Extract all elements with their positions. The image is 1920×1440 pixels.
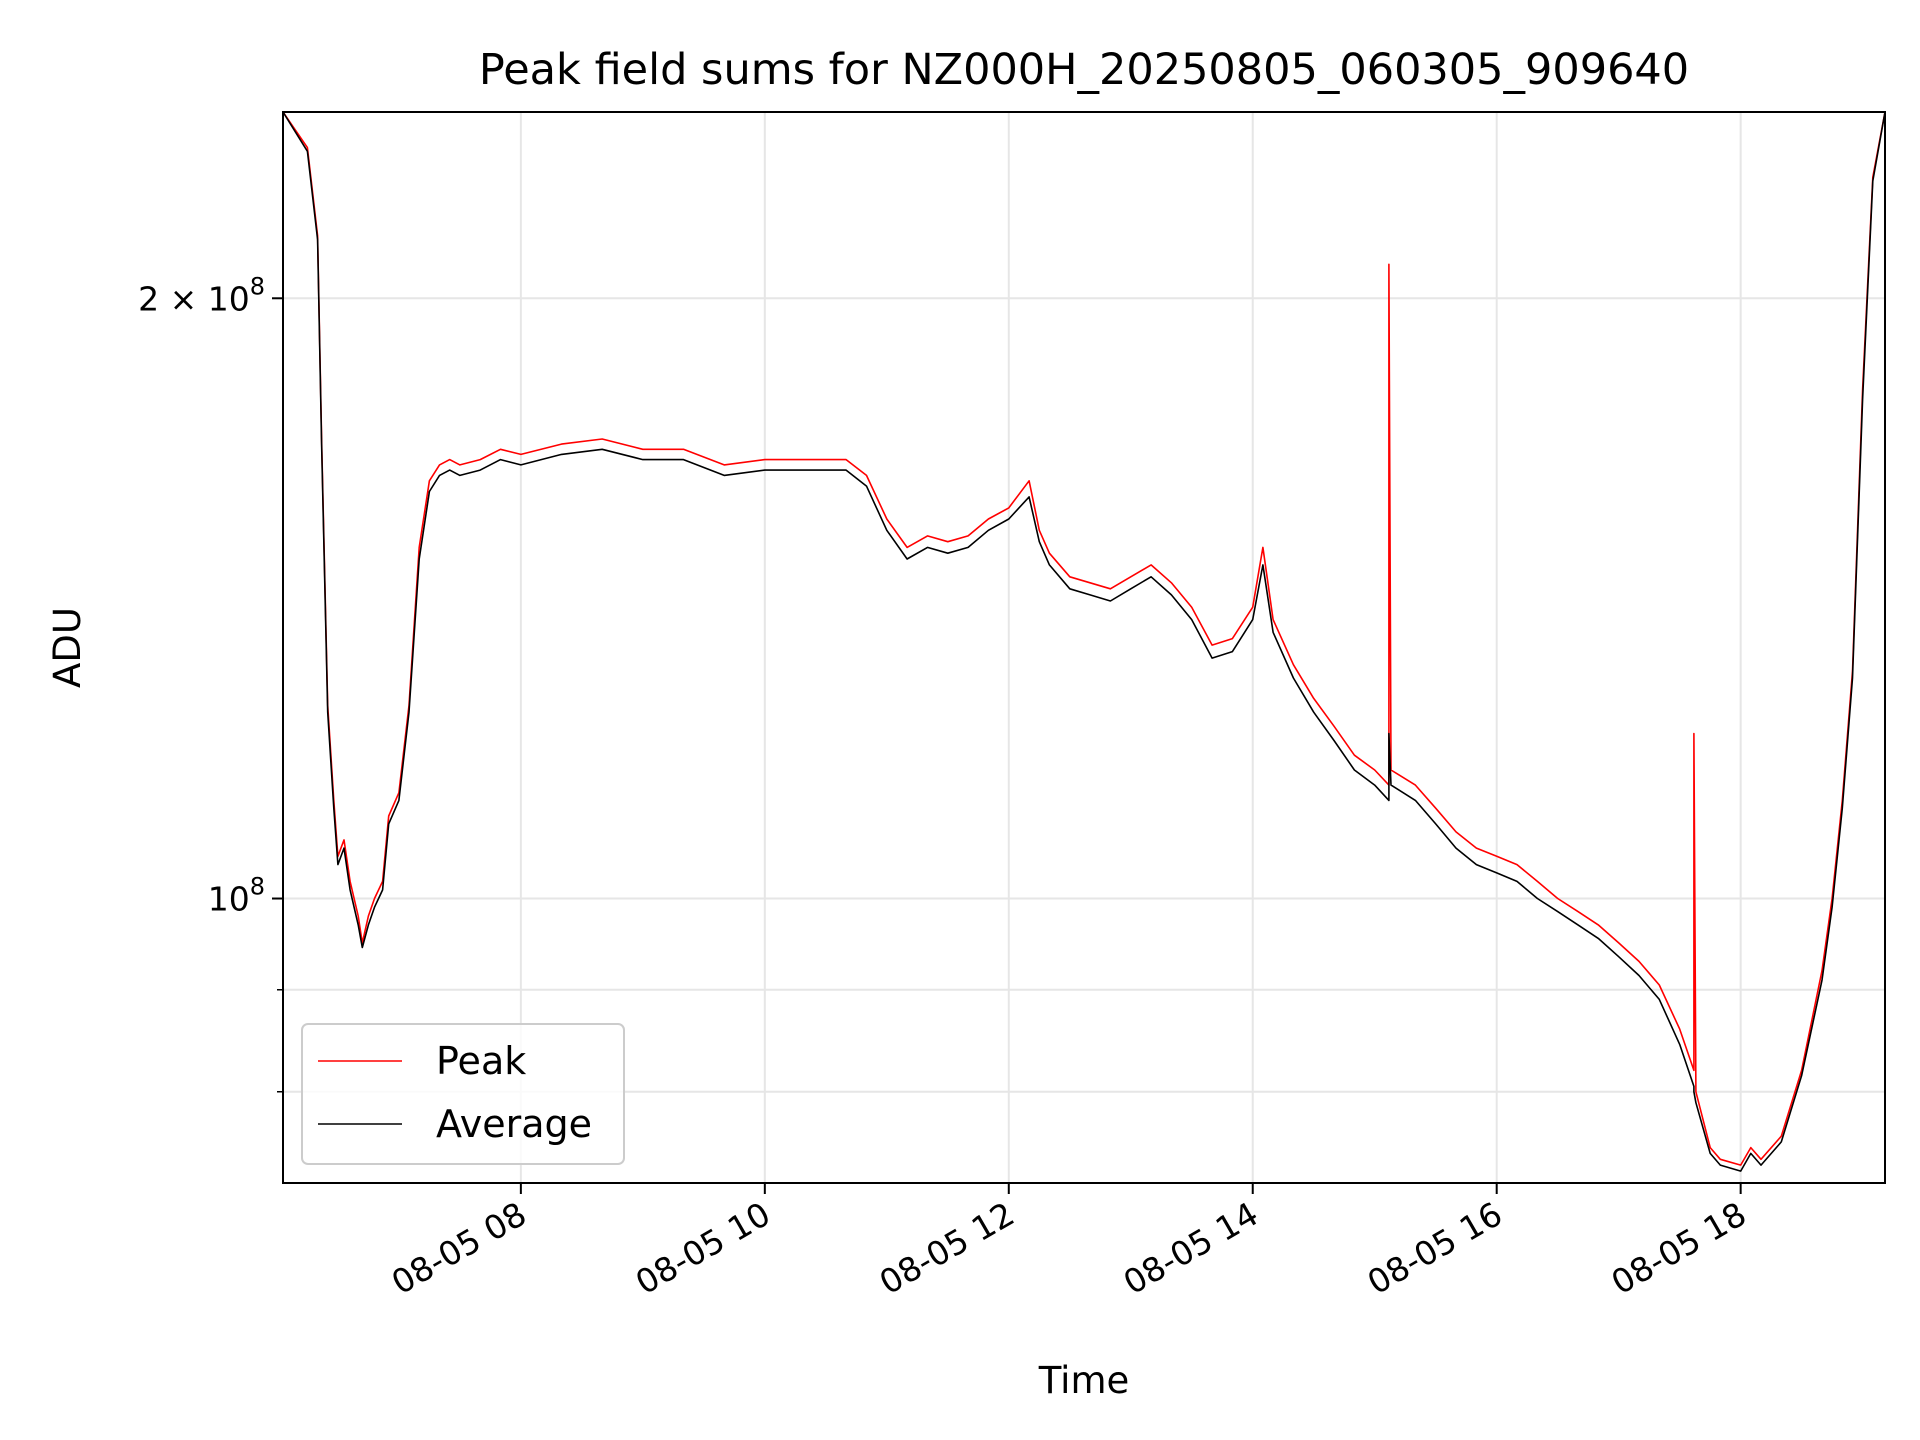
legend-box xyxy=(301,1023,625,1165)
chart-title: Peak field sums for NZ000H_20250805_0603… xyxy=(479,45,1689,95)
y-tick-label: 2 × 108 xyxy=(138,272,265,318)
legend-label-peak: Peak xyxy=(436,1039,526,1083)
legend-label-average: Average xyxy=(436,1102,592,1146)
series-line-peak xyxy=(282,111,1886,1166)
series-line-average xyxy=(282,111,1886,1172)
x-axis-label: Time xyxy=(1038,1359,1130,1402)
legend: Peak Average xyxy=(301,1023,625,1165)
plot-frame xyxy=(282,111,1886,1184)
y-tick-label: 108 xyxy=(208,873,265,919)
series-layer xyxy=(282,111,1886,1172)
y-axis-label: ADU xyxy=(46,607,89,688)
